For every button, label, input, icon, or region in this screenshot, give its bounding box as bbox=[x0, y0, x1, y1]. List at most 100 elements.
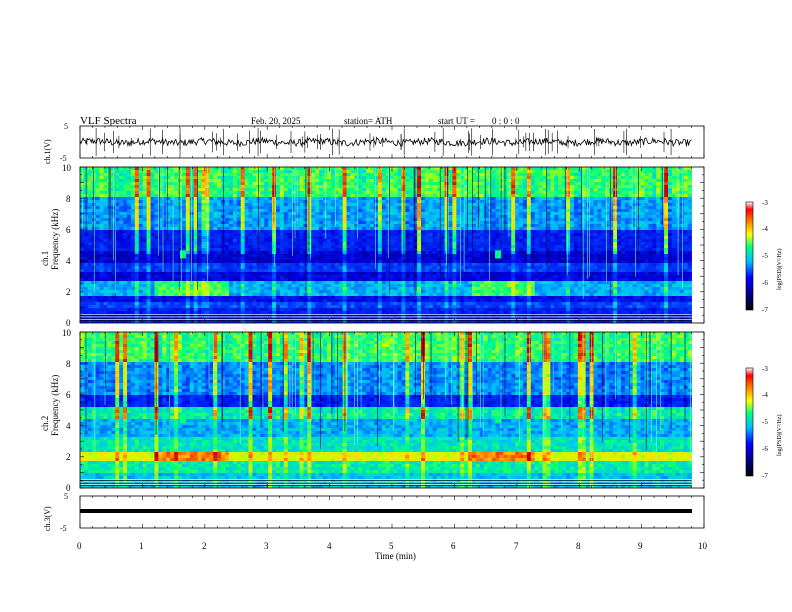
spec-cell bbox=[225, 191, 230, 195]
spec-cell bbox=[185, 257, 191, 261]
spec-cell bbox=[232, 260, 238, 264]
spec-cell bbox=[158, 200, 163, 204]
spec-cell bbox=[601, 242, 606, 246]
spec-cell bbox=[123, 203, 128, 207]
spec-cell bbox=[287, 194, 293, 198]
spec-cell bbox=[228, 203, 234, 207]
spec-cell bbox=[295, 215, 300, 219]
spec-cell bbox=[593, 197, 598, 201]
spec-cell bbox=[668, 227, 673, 231]
spec-cell bbox=[605, 251, 610, 255]
spec-cell bbox=[632, 188, 638, 192]
spec-cell bbox=[601, 188, 606, 192]
spec-cell bbox=[311, 209, 316, 213]
spec-cell bbox=[319, 188, 324, 192]
spec-cell bbox=[240, 260, 246, 264]
spec-cell bbox=[334, 212, 340, 216]
spec-cell bbox=[526, 251, 532, 255]
spec-cell bbox=[326, 221, 332, 225]
spec-cell bbox=[648, 167, 653, 171]
spec-cell bbox=[617, 242, 622, 246]
spec-cell bbox=[80, 227, 85, 231]
spec-cell bbox=[213, 185, 218, 189]
spec-cell bbox=[389, 230, 394, 234]
spec-cell bbox=[428, 239, 434, 243]
spec-cell bbox=[350, 194, 355, 198]
spec-cell bbox=[252, 203, 257, 207]
spec-cell bbox=[142, 236, 148, 240]
spec-cell bbox=[291, 182, 296, 186]
spec-cell bbox=[103, 206, 108, 210]
spec-cell bbox=[240, 185, 246, 189]
spec-cell bbox=[354, 215, 359, 219]
spec-cell bbox=[307, 215, 312, 219]
spec-cell bbox=[628, 245, 634, 249]
spec-cell bbox=[103, 188, 108, 192]
spec-cell bbox=[127, 188, 132, 192]
spec-cell bbox=[664, 185, 669, 189]
spec-cell bbox=[538, 167, 543, 171]
spec-cell bbox=[448, 185, 453, 189]
spec-cell bbox=[648, 236, 653, 240]
spec-cell bbox=[436, 194, 442, 198]
spec-cell bbox=[244, 248, 249, 252]
spec-cell bbox=[440, 239, 445, 243]
spec-cell bbox=[397, 179, 402, 183]
spec-cell bbox=[166, 170, 171, 174]
spec-cell bbox=[424, 185, 430, 189]
spec-cell bbox=[283, 176, 289, 180]
spec-cell bbox=[279, 212, 285, 216]
spec-cell bbox=[174, 239, 179, 243]
spec-cell bbox=[660, 254, 665, 258]
spec-cell bbox=[483, 248, 489, 252]
spec-cell bbox=[687, 230, 692, 234]
spec-cell bbox=[315, 212, 320, 216]
spec-cell bbox=[409, 173, 414, 177]
spec-cell bbox=[554, 236, 559, 240]
spec-cell bbox=[346, 176, 351, 180]
spec-cell bbox=[526, 200, 532, 204]
spec-cell bbox=[366, 194, 371, 198]
spec-cell bbox=[417, 215, 422, 219]
spec-cell bbox=[134, 254, 140, 258]
spec-cell bbox=[593, 215, 598, 219]
spec-cell bbox=[393, 176, 398, 180]
spec-cell bbox=[554, 182, 559, 186]
spec-cell bbox=[119, 185, 124, 189]
spec-cell bbox=[95, 254, 100, 258]
spec-cell bbox=[401, 173, 406, 177]
spec-cell bbox=[428, 176, 434, 180]
spec-cell bbox=[456, 206, 461, 210]
spec-cell bbox=[358, 197, 363, 201]
spec-cell bbox=[119, 182, 124, 186]
spec-cell bbox=[295, 191, 300, 195]
spec-cell bbox=[577, 236, 583, 240]
spec-cell bbox=[240, 245, 246, 249]
spec-cell bbox=[671, 227, 677, 231]
spec-cell bbox=[526, 224, 532, 228]
spec-cell bbox=[620, 194, 626, 198]
spec-cell bbox=[570, 233, 575, 237]
spec-cell bbox=[385, 257, 391, 261]
spec-cell bbox=[405, 179, 410, 183]
spec-cell bbox=[542, 185, 547, 189]
spec-cell bbox=[519, 236, 524, 240]
spec-cell bbox=[413, 230, 418, 234]
spec-cell bbox=[570, 245, 575, 249]
spec-cell bbox=[291, 251, 296, 255]
spec-cell bbox=[538, 176, 543, 180]
spec-cell bbox=[593, 170, 598, 174]
spec-cell bbox=[440, 173, 445, 177]
spec-cell bbox=[464, 239, 469, 243]
spec-cell bbox=[217, 242, 222, 246]
spec-cell bbox=[268, 203, 273, 207]
spec-cell bbox=[162, 194, 167, 198]
spec-cell bbox=[197, 173, 202, 177]
spec-cell bbox=[264, 170, 269, 174]
spec-cell bbox=[268, 209, 273, 213]
spec-cell bbox=[319, 233, 324, 237]
spec-cell bbox=[166, 191, 171, 195]
spec-cell bbox=[648, 179, 653, 183]
spec-cell bbox=[530, 188, 536, 192]
spec-cell bbox=[597, 251, 602, 255]
